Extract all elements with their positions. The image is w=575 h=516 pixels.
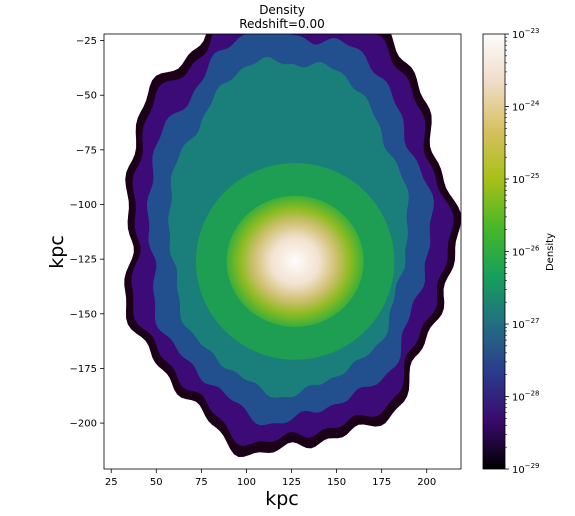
colorbar-tick-label: 10−23 [512,27,540,41]
y-tick-label: −100 [70,200,97,211]
y-tick-label: −50 [76,91,97,102]
x-tick-label: 200 [417,477,436,488]
x-tick-label: 100 [237,477,256,488]
y-tick-label: −25 [76,36,97,47]
plot-area: 25 50 75 100 125 150 175 200 −25−50−75−100−125−… [70,33,462,488]
colorbar-ticks: 10−29 10−28 10−27 10−26 10−25 10−24 10−23 [505,27,540,476]
x-tick-label: 175 [372,477,391,488]
x-tick-label: 25 [105,477,118,488]
x-tick-label: 50 [150,477,163,488]
colorbar-tick-label: 10−26 [512,245,540,259]
y-tick-label: −175 [70,364,97,375]
chart-subtitle: Redshift=0.00 [239,17,324,31]
y-tick-label: −200 [70,419,97,430]
y-axis-label: kpc [46,235,68,269]
colorbar-gradient [482,33,506,470]
colorbar-tick-label: 10−24 [512,100,540,114]
halo-core [226,195,364,327]
x-axis-label: kpc [265,488,299,510]
plot-frame [103,33,462,470]
colorbar-tick-label: 10−27 [512,317,540,331]
colorbar-tick-label: 10−28 [512,390,540,404]
x-tick-label: 150 [327,477,346,488]
y-axis-ticks: −25 −50 −75 −100 −125 −150 −175 −200 [70,36,104,430]
chart-title: Density [259,3,305,17]
x-tick-label: 75 [195,477,208,488]
colorbar-tick-label: 10−25 [512,172,540,186]
y-tick-label: −125 [70,255,97,266]
colorbar: 10−29 10−28 10−27 10−26 10−25 10−24 10−23 Dens… [482,27,556,476]
x-axis-ticks: 25 50 75 100 125 150 175 200 [105,469,436,488]
colorbar-tick-label: 10−29 [512,462,540,476]
x-tick-label: 125 [282,477,301,488]
y-tick-label: −150 [70,309,97,320]
y-tick-label: −75 [76,145,97,156]
colorbar-label: Density [545,233,556,271]
